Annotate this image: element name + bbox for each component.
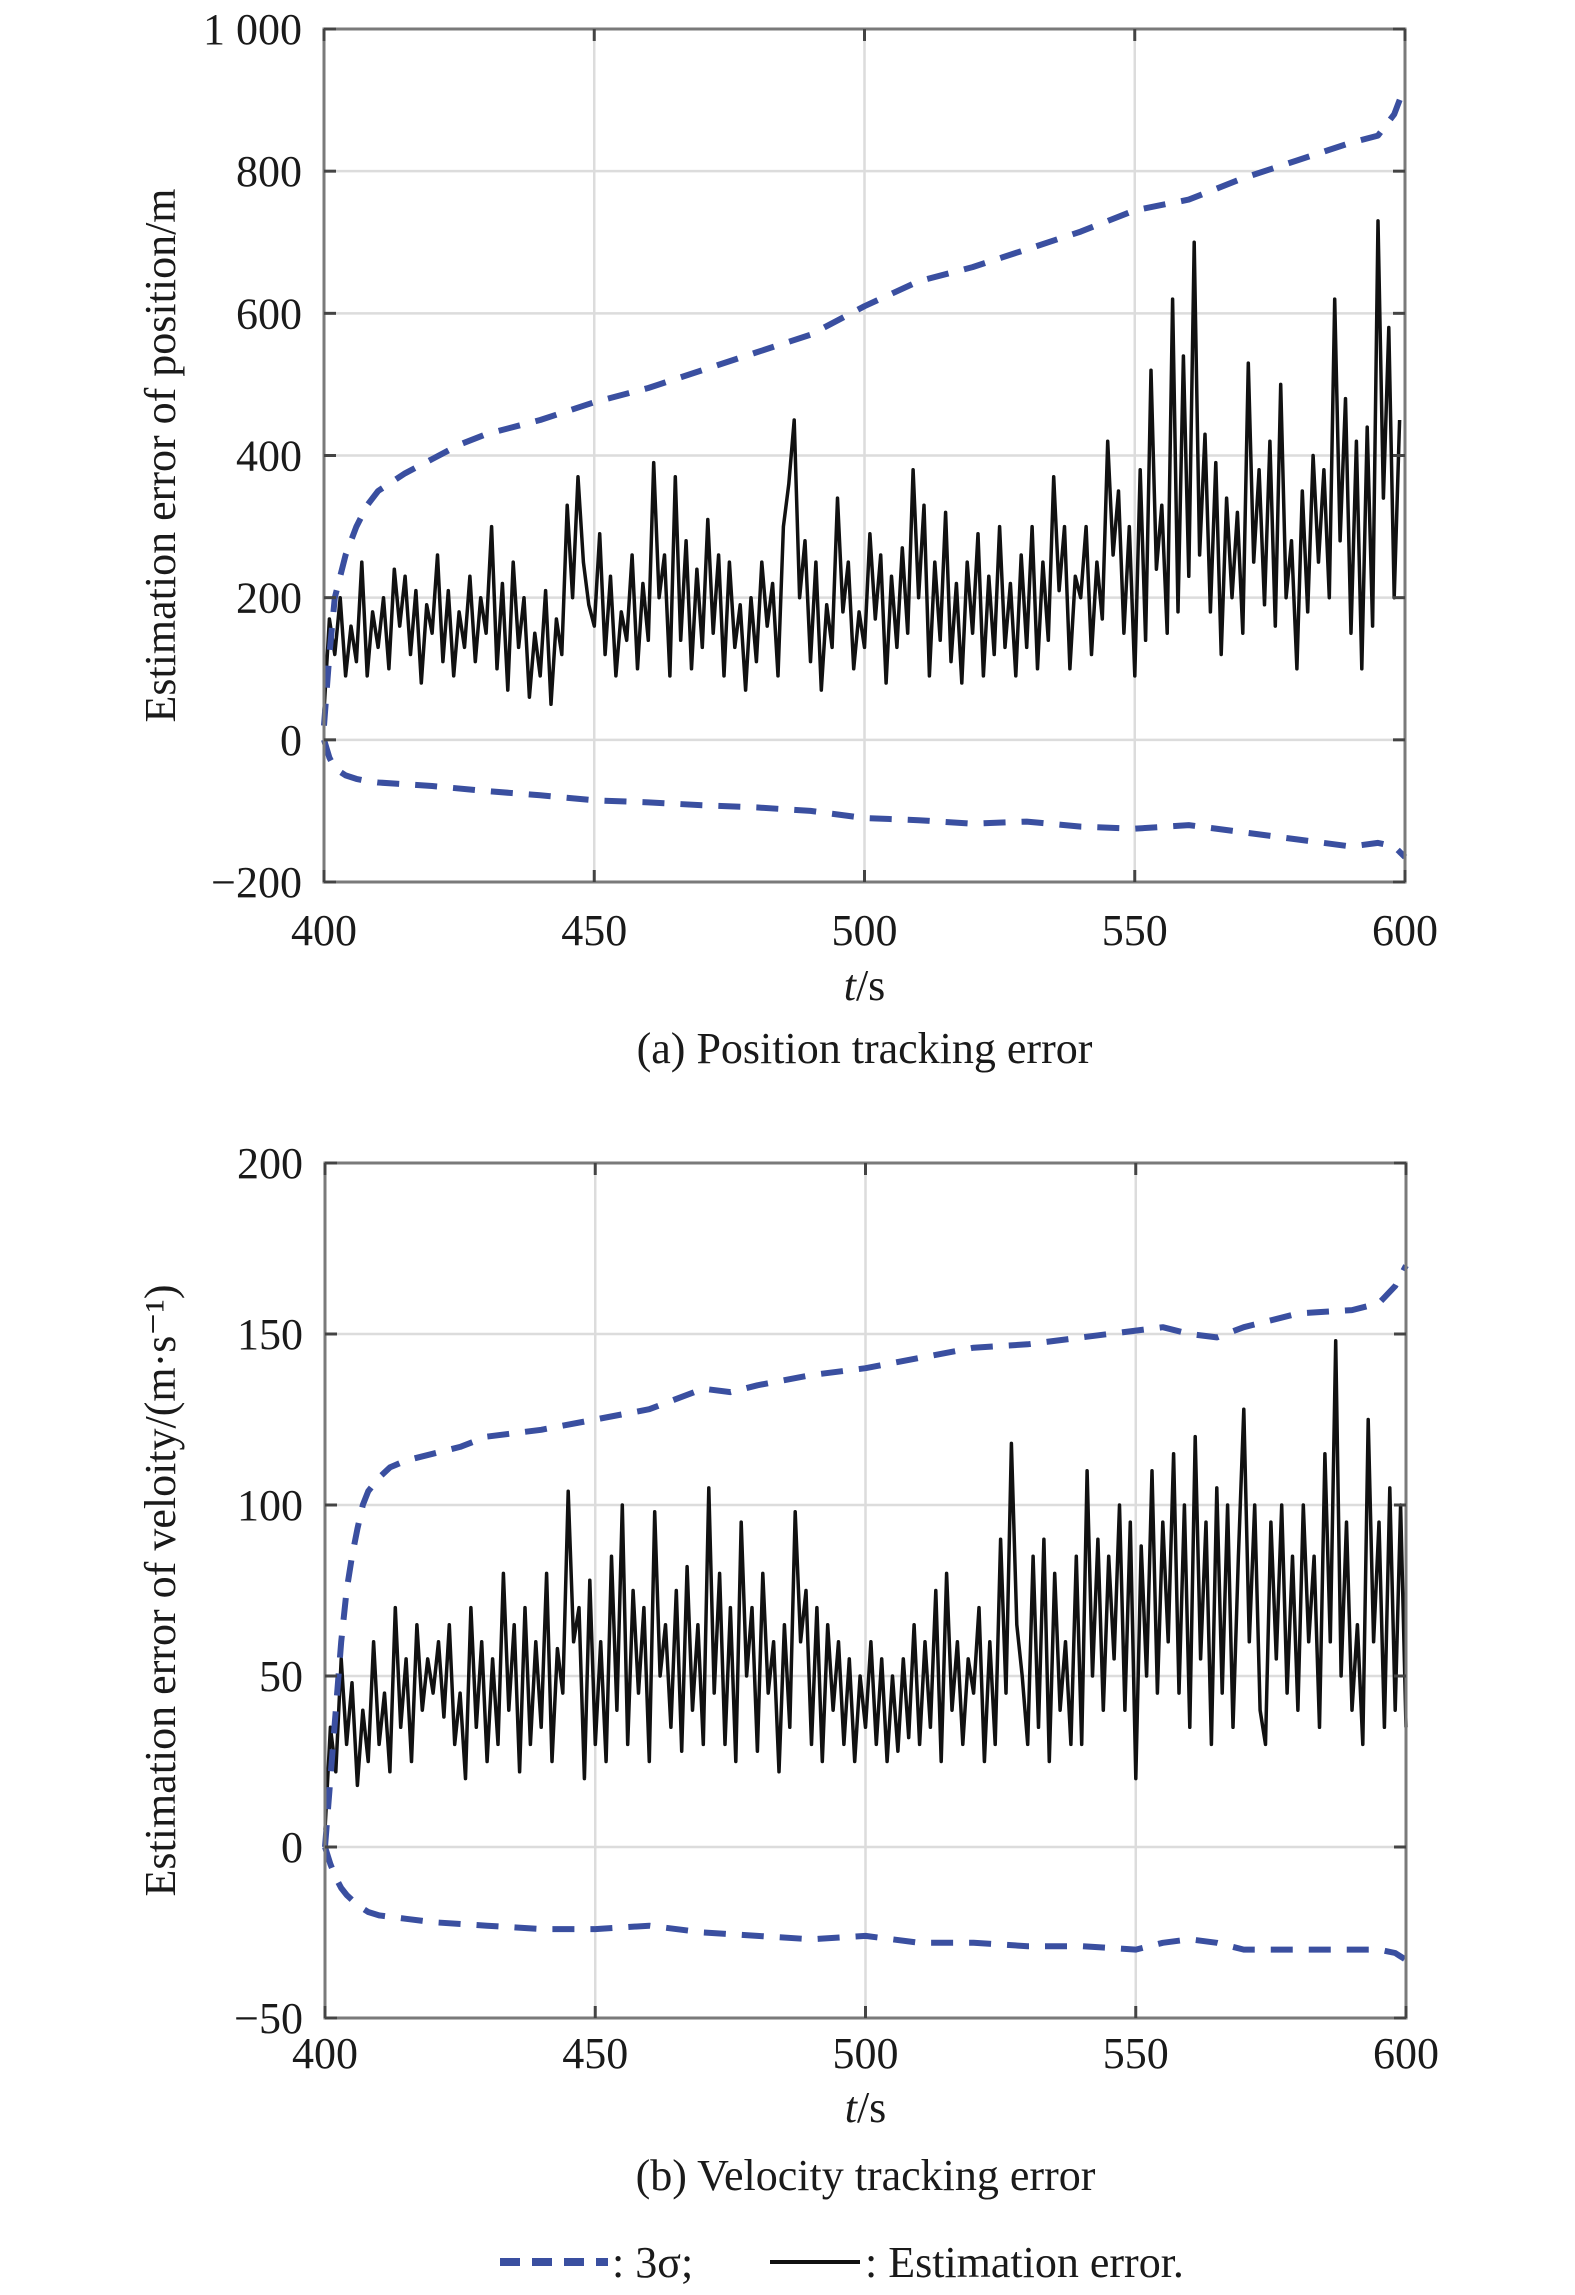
velocity-x-tick-label: 550	[1103, 2029, 1169, 2078]
legend-sigma-label: : 3σ;	[612, 2238, 693, 2287]
position-y-tick-label: 400	[236, 432, 302, 481]
velocity-x-tick-label: 600	[1373, 2029, 1439, 2078]
x-label-unit: /s	[857, 2083, 886, 2132]
position-series-estimation-error	[322, 219, 1402, 712]
position-error-plot: 400 450 500 550 600 −200 0 200 400 600 800 1 000 E…	[136, 5, 1438, 1073]
x-label-unit: /s	[856, 961, 885, 1010]
position-x-axis-label: t/s	[844, 961, 886, 1010]
position-y-tick-label: 800	[236, 147, 302, 196]
velocity-grid	[325, 1163, 1406, 2018]
position-caption: (a) Position tracking error	[637, 1024, 1093, 1073]
velocity-y-tick-label: 200	[237, 1139, 303, 1188]
position-y-tick-label: 600	[236, 289, 302, 338]
velocity-x-ticks: 400 450 500 550 600	[292, 1163, 1439, 2078]
legend: : 3σ; : Estimation error.	[500, 2238, 1184, 2287]
position-series	[321, 84, 1408, 860]
velocity-error-plot: 400 450 500 550 600 −50 0 50 100 150 200 Estimati…	[136, 1139, 1439, 2200]
legend-error-label: : Estimation error.	[865, 2238, 1184, 2287]
velocity-x-axis-label: t/s	[845, 2083, 887, 2132]
position-y-axis-label: Estimation error of position/m	[136, 188, 185, 722]
position-y-ticks: −200 0 200 400 600 800 1 000	[203, 5, 1405, 907]
velocity-series-estimation-error	[323, 1339, 1408, 1830]
velocity-x-tick-label: 400	[292, 2029, 358, 2078]
velocity-series-3-lower	[322, 1846, 1408, 1963]
position-y-tick-label: 1 000	[203, 5, 302, 54]
velocity-x-tick-label: 500	[833, 2029, 899, 2078]
velocity-y-tick-label: 100	[237, 1481, 303, 1530]
position-y-tick-label: 0	[280, 716, 302, 765]
velocity-y-tick-label: 50	[259, 1652, 303, 1701]
velocity-y-ticks: −50 0 50 100 150 200	[234, 1139, 1406, 2043]
position-x-ticks: 400 450 500 550 600	[291, 29, 1438, 955]
position-x-tick-label: 500	[832, 906, 898, 955]
velocity-y-tick-label: −50	[234, 1994, 303, 2043]
position-x-tick-label: 550	[1102, 906, 1168, 955]
x-label-var: t	[844, 961, 858, 1010]
position-series-3-upper	[321, 84, 1408, 726]
position-y-tick-label: −200	[211, 858, 302, 907]
position-x-tick-label: 400	[291, 906, 357, 955]
velocity-y-tick-label: 0	[281, 1823, 303, 1872]
velocity-series	[322, 1264, 1409, 1963]
velocity-y-tick-label: 150	[237, 1310, 303, 1359]
velocity-caption: (b) Velocity tracking error	[636, 2151, 1096, 2200]
x-label-var: t	[845, 2083, 859, 2132]
velocity-series-3-upper	[322, 1264, 1409, 1848]
position-x-tick-label: 450	[561, 906, 627, 955]
position-grid	[324, 29, 1405, 882]
position-series-3-lower	[321, 738, 1408, 860]
position-x-tick-label: 600	[1372, 906, 1438, 955]
position-y-tick-label: 200	[236, 574, 302, 623]
velocity-x-tick-label: 450	[562, 2029, 628, 2078]
velocity-y-axis-label: Estimation error of veloity/(m·s⁻¹)	[136, 1285, 185, 1897]
